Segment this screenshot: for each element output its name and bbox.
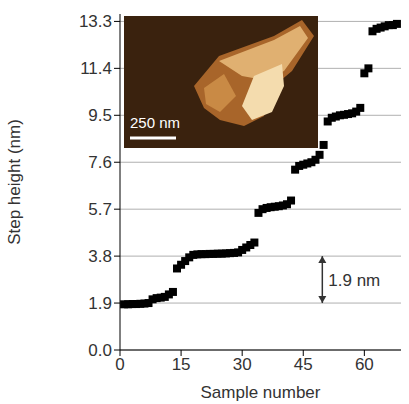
svg-text:Step height (nm): Step height (nm) xyxy=(5,119,24,245)
svg-text:30: 30 xyxy=(233,355,252,374)
svg-text:7.6: 7.6 xyxy=(88,153,112,172)
svg-text:1.9: 1.9 xyxy=(88,294,112,313)
svg-text:0.0: 0.0 xyxy=(88,341,112,360)
svg-text:15: 15 xyxy=(172,355,191,374)
svg-text:250 nm: 250 nm xyxy=(130,114,180,131)
svg-text:3.8: 3.8 xyxy=(88,247,112,266)
svg-text:Sample number: Sample number xyxy=(200,383,320,402)
svg-text:45: 45 xyxy=(294,355,313,374)
svg-text:11.4: 11.4 xyxy=(80,59,112,78)
svg-text:13.3: 13.3 xyxy=(79,12,112,31)
svg-text:1.9 nm: 1.9 nm xyxy=(328,271,380,290)
svg-text:9.5: 9.5 xyxy=(88,106,112,125)
svg-text:0: 0 xyxy=(115,355,124,374)
svg-text:5.7: 5.7 xyxy=(88,200,112,219)
svg-text:60: 60 xyxy=(355,355,374,374)
